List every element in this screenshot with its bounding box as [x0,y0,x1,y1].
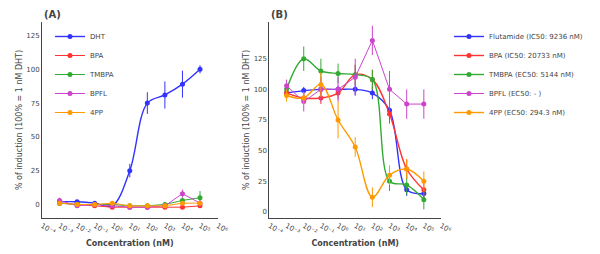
svg-text:100: 100 [26,66,39,74]
svg-text:10⁵: 10⁵ [197,222,211,235]
svg-text:10⁻³: 10⁻³ [57,222,75,237]
svg-text:10⁻¹: 10⁻¹ [92,222,110,237]
svg-text:10³: 10³ [162,222,176,235]
svg-text:10⁻⁴: 10⁻⁴ [267,222,285,237]
svg-text:10⁻³: 10⁻³ [284,222,302,237]
svg-text:% of induction (100% = 1 nM DH: % of induction (100% = 1 nM DHT) [242,50,251,190]
svg-text:TMBPA (EC50: 5144 nM): TMBPA (EC50: 5144 nM) [488,71,574,79]
svg-text:10¹: 10¹ [352,222,366,235]
svg-text:% of induction (100% = 1 nM DH: % of induction (100% = 1 nM DHT) [15,50,24,190]
svg-text:10³: 10³ [387,222,401,235]
svg-text:(B): (B) [271,9,288,20]
svg-text:75: 75 [258,116,267,124]
svg-text:75: 75 [31,100,40,108]
svg-text:10⁰: 10⁰ [109,222,123,235]
svg-text:10¹: 10¹ [127,222,141,235]
svg-text:10⁻¹: 10⁻¹ [318,222,336,237]
svg-text:10⁻⁴: 10⁻⁴ [39,222,57,237]
svg-text:4PP (EC50: 294.3 nM): 4PP (EC50: 294.3 nM) [489,109,565,117]
svg-text:BPFL: BPFL [90,90,107,98]
svg-text:BPA: BPA [90,52,104,60]
svg-text:Concentration (nM): Concentration (nM) [86,239,174,248]
svg-text:10⁵: 10⁵ [421,222,435,235]
svg-text:10⁶: 10⁶ [438,222,452,235]
svg-text:25: 25 [258,178,267,186]
svg-text:10⁴: 10⁴ [404,222,418,235]
svg-text:125: 125 [254,55,267,63]
svg-text:25: 25 [31,167,40,175]
svg-text:Flutamide (IC50: 9236 nM): Flutamide (IC50: 9236 nM) [489,33,583,41]
svg-text:50: 50 [258,147,267,155]
svg-text:10⁶: 10⁶ [215,222,229,235]
svg-text:0: 0 [35,201,39,209]
svg-text:10⁰: 10⁰ [335,222,349,235]
svg-text:50: 50 [31,133,40,141]
svg-text:10⁻²: 10⁻² [74,222,92,237]
svg-text:125: 125 [26,32,39,40]
svg-text:TMBPA: TMBPA [89,71,114,79]
svg-text:Concentration (nM): Concentration (nM) [311,239,399,248]
svg-text:0: 0 [263,208,267,216]
svg-text:(A): (A) [44,9,61,20]
svg-text:10⁴: 10⁴ [180,222,194,235]
svg-text:10⁻²: 10⁻² [301,222,319,237]
svg-text:BPA (IC50: 20733 nM): BPA (IC50: 20733 nM) [489,52,566,60]
svg-text:10²: 10² [145,222,159,235]
svg-text:BPFL (EC50: - ): BPFL (EC50: - ) [489,90,541,98]
svg-text:10²: 10² [370,222,384,235]
svg-text:DHT: DHT [90,33,106,41]
svg-text:4PP: 4PP [90,109,103,117]
svg-text:100: 100 [254,86,267,94]
